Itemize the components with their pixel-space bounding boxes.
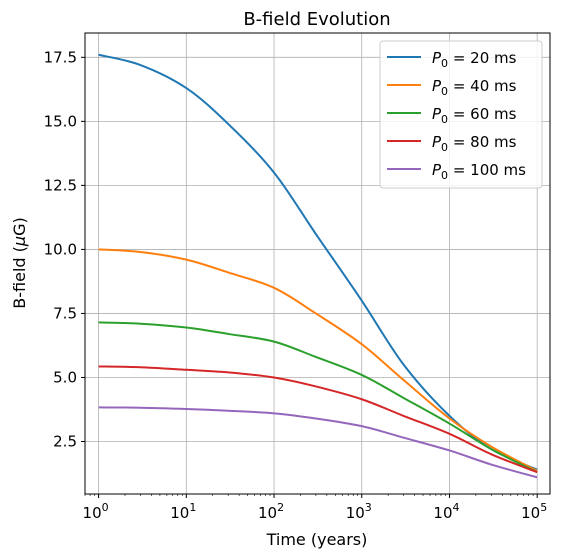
series-line-5	[98, 406, 538, 479]
y-tick-label: 5.0	[53, 368, 77, 386]
x-tick-label: 100	[83, 501, 109, 522]
y-axis-label-mu: μ	[10, 236, 29, 247]
y-tick-label: 10.0	[44, 240, 77, 258]
legend-label: P0 = 20 ms	[432, 49, 517, 70]
y-tick-label: 12.5	[44, 176, 77, 194]
axis-ticks: 100 101 102 103 104 105 2.5 5.0 7.5 10.0 12.5 15.0 1…	[44, 48, 548, 522]
y-tick-label: 7.5	[53, 304, 77, 322]
legend-label: P0 = 40 ms	[432, 77, 517, 98]
x-tick-label: 102	[258, 501, 284, 522]
y-tick-label: 15.0	[44, 112, 77, 130]
x-tick-label: 101	[170, 501, 196, 522]
x-tick-label: 104	[433, 501, 459, 522]
series-lines	[98, 53, 538, 479]
y-tick-label: 2.5	[53, 432, 77, 450]
legend-label: P0 = 80 ms	[432, 133, 517, 154]
y-tick-label: 17.5	[44, 48, 77, 66]
series-line-4	[98, 365, 538, 474]
x-tick-label: 105	[521, 501, 547, 522]
x-tick-label: 103	[346, 501, 372, 522]
legend: P0 = 20 ms P0 = 40 ms P0 = 60 ms P0 = 80 ms…	[379, 40, 543, 189]
series-line-2	[98, 248, 538, 472]
legend-box	[379, 40, 543, 189]
chart-title: B-field Evolution	[243, 9, 390, 30]
y-axis-label-text: B-field (	[10, 246, 29, 309]
plot-frame	[84, 32, 551, 495]
series-line-3	[98, 321, 538, 474]
legend-label: P0 = 60 ms	[432, 105, 517, 126]
legend-label: P0 = 100 ms	[432, 161, 526, 182]
x-axis-label: Time (years)	[266, 530, 368, 549]
y-axis-label: B-field (μG)	[10, 217, 29, 308]
y-axis-label-unit: G)	[10, 217, 29, 236]
